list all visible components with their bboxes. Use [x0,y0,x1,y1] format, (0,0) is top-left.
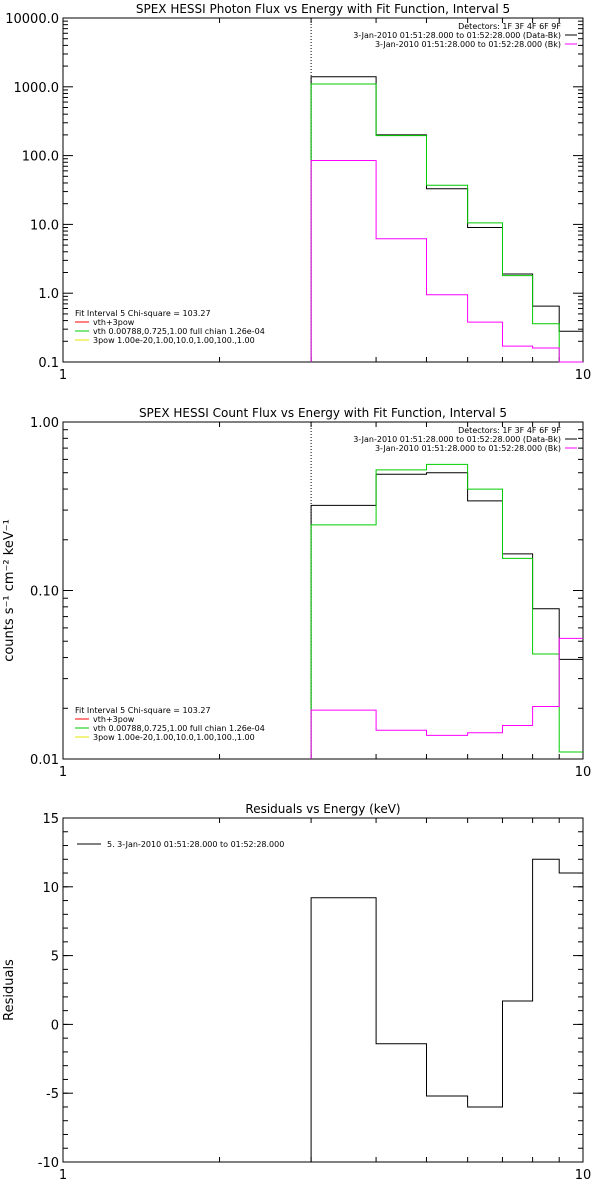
header-legend-line: 3-Jan-2010 01:51:28.000 to 01:52:28.000 … [353,435,561,444]
y-tick-label: -10 [38,1156,59,1171]
header-legend-line: Detectors: 1F 3F 4F 6F 9F [458,426,561,435]
fit-legend-label: 3pow 1.00e-20,1.00,10.0,1.00,100.,1.00 [93,733,255,742]
plot-frame [62,817,584,1163]
x-tick-label: 1 [59,1168,67,1183]
series-1-step-line [310,858,583,1162]
y-tick-label: 1.0 [38,287,59,302]
x-tick-label: 1 [59,765,67,780]
series-1-step-line [310,76,583,362]
fit-legend-header: Fit Interval 5 Chi-square = 103.27 [75,309,211,318]
x-tick-label: 10 [575,368,592,383]
fit-legend-header: Fit Interval 5 Chi-square = 103.27 [75,706,211,715]
fit-legend-label: 3pow 1.00e-20,1.00,10.0,1.00,100.,1.00 [93,336,255,345]
y-axis-label: counts s⁻¹ cm⁻² keV⁻¹ [2,519,17,662]
fit-legend-label: vth+3pow [93,715,135,724]
y-tick-label: 15 [42,812,59,827]
header-legend-line: 3-Jan-2010 01:51:28.000 to 01:52:28.000 … [375,40,561,49]
y-tick-label: 5 [51,950,59,965]
y-axis-label: Residuals [2,959,17,1021]
header-legend-line: 3-Jan-2010 01:51:28.000 to 01:52:28.000 … [375,444,561,453]
plot-frame [62,17,584,363]
series-2-step-line [310,83,583,363]
chart-title: Residuals vs Energy (keV) [245,802,400,816]
chart-panel-1: SPEX HESSI Photon Flux vs Energy with Fi… [5,2,591,383]
x-tick-label: 1 [59,368,67,383]
y-tick-label: 10 [42,881,59,896]
chart-panel-3: Residuals vs Energy (keV) 1 10 -10 -5 0 5 10 15 R… [2,802,591,1183]
y-tick-label: 0.10 [30,585,59,600]
y-tick-label: 10.0 [30,218,59,233]
series-1-step-line [310,472,583,759]
fit-legend-label: vth 0.00788,0.725,1.00 full chian 1.26e-… [93,724,265,733]
y-tick-label: 10000.0 [5,12,59,27]
x-tick-label: 10 [575,1168,592,1183]
fit-legend-label: vth 0.00788,0.725,1.00 full chian 1.26e-… [93,327,265,336]
header-legend-line: 3-Jan-2010 01:51:28.000 to 01:52:28.000 … [353,31,561,40]
series-2-step-line [310,463,583,759]
y-tick-label: 1.00 [30,416,59,431]
series-3-step-line [310,637,583,759]
y-tick-label: 1000.0 [14,81,60,96]
y-tick-label: 0 [51,1018,59,1033]
y-tick-label: 0.1 [38,356,59,371]
y-tick-label: 0.01 [30,753,59,768]
series-3-step-line [310,160,583,363]
chart-title: SPEX HESSI Photon Flux vs Energy with Fi… [136,2,510,16]
chart-title: SPEX HESSI Count Flux vs Energy with Fit… [139,406,507,420]
fit-legend-label: vth+3pow [93,318,135,327]
residual-legend-label: 5. 3-Jan-2010 01:51:28.000 to 01:52:28.0… [107,840,284,849]
y-tick-label: -5 [46,1087,59,1102]
chart-panel-2: SPEX HESSI Count Flux vs Energy with Fit… [2,406,591,780]
x-tick-label: 10 [575,765,592,780]
y-tick-label: 100.0 [22,150,59,165]
header-legend-line: Detectors: 1F 3F 4F 6F 9F [458,22,561,31]
